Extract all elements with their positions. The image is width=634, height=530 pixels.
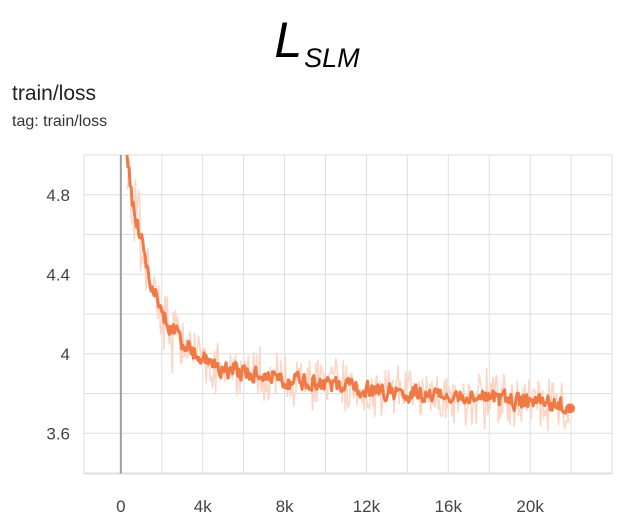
- formula-symbol: L: [274, 12, 303, 68]
- series-layer: [125, 154, 576, 432]
- smoothed-loss-line: [125, 154, 572, 415]
- grid-layer: [83, 154, 613, 474]
- raw-loss-line: [126, 158, 571, 432]
- x-tick-label: 8k: [276, 497, 294, 516]
- x-tick-label: 0: [116, 497, 125, 516]
- x-tick-label: 20k: [516, 497, 544, 516]
- formula-subscript: SLM: [304, 43, 360, 73]
- y-tick-label: 3.6: [46, 424, 70, 443]
- chart-title: train/loss: [12, 82, 97, 105]
- y-tick-label: 4.8: [46, 186, 70, 205]
- x-tick-label: 12k: [353, 497, 381, 516]
- x-tick-label: 16k: [435, 497, 463, 516]
- y-tick-label: 4: [61, 345, 70, 364]
- last-point-marker: [565, 403, 576, 414]
- x-tick-label: 4k: [194, 497, 212, 516]
- y-tick-label: 4.4: [46, 265, 70, 284]
- chart-tag: tag: train/loss: [12, 113, 108, 130]
- axis-layer: 0 4k 8k 12k 16k 20k 3.6 4 4.4 4.8: [46, 186, 612, 516]
- formula-heading: LSLM: [0, 4, 634, 76]
